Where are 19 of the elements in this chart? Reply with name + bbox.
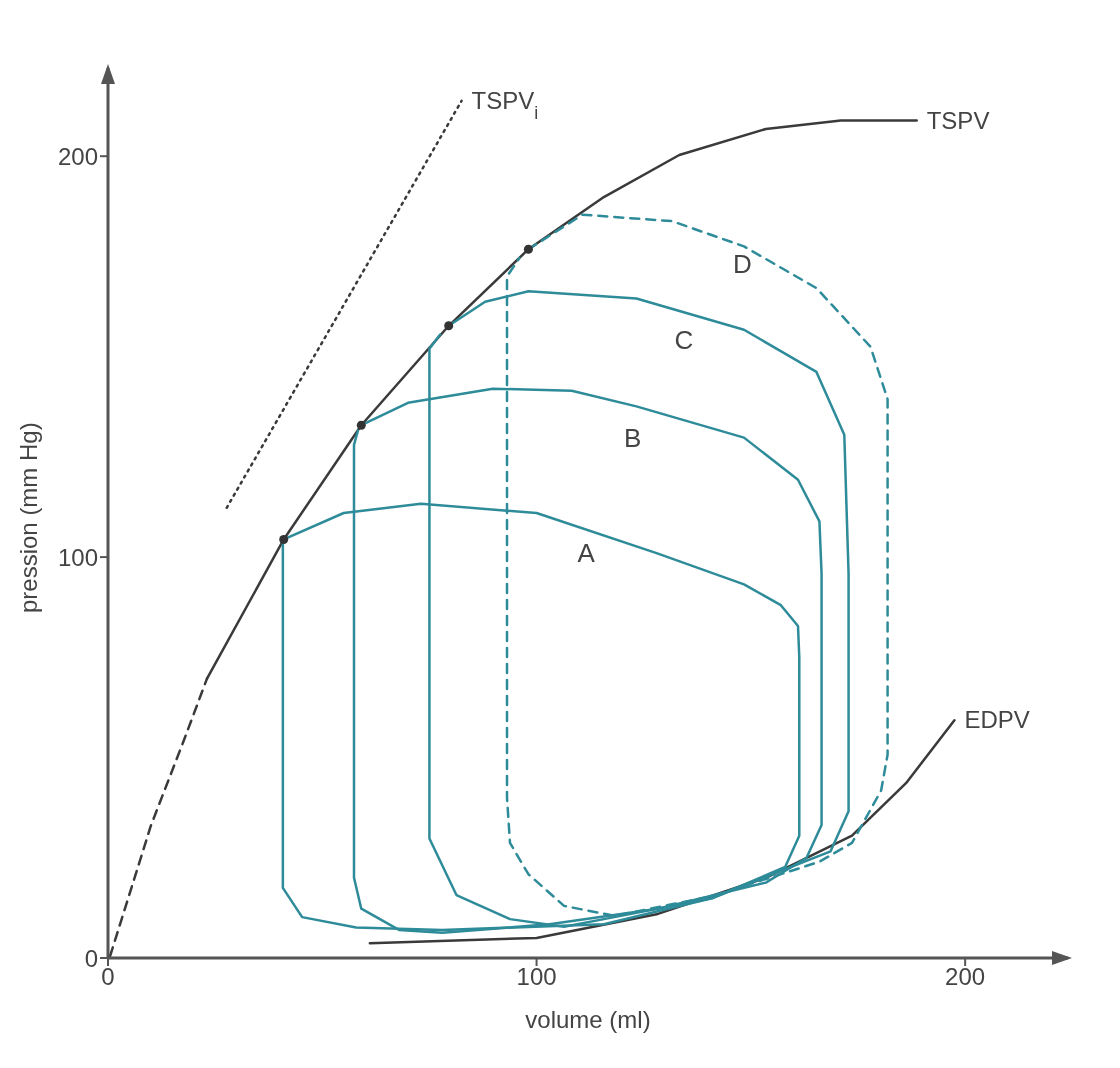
series-label: TSPV$_{i}$ bbox=[471, 86, 539, 123]
point bbox=[523, 244, 533, 254]
x-tick-label: 0 bbox=[101, 963, 115, 991]
y-axis-title: pression (mm Hg) bbox=[14, 422, 42, 613]
y-tick-label: 200 bbox=[57, 142, 98, 170]
y-tick-label: 100 bbox=[57, 543, 98, 571]
y-tick-label: 0 bbox=[84, 944, 98, 972]
x-axis-title: volume (ml) bbox=[525, 1006, 651, 1033]
series-label: EDPV bbox=[964, 706, 1030, 734]
series-label: A bbox=[577, 537, 596, 568]
series-label: D bbox=[732, 248, 752, 279]
x-tick-label: 100 bbox=[516, 963, 557, 991]
point bbox=[279, 534, 289, 544]
series-label: TSPV bbox=[926, 106, 990, 134]
series-label: C bbox=[674, 325, 694, 356]
point bbox=[444, 321, 454, 331]
series-label: B bbox=[624, 422, 642, 453]
point bbox=[356, 420, 366, 430]
x-tick-label: 200 bbox=[945, 963, 986, 991]
